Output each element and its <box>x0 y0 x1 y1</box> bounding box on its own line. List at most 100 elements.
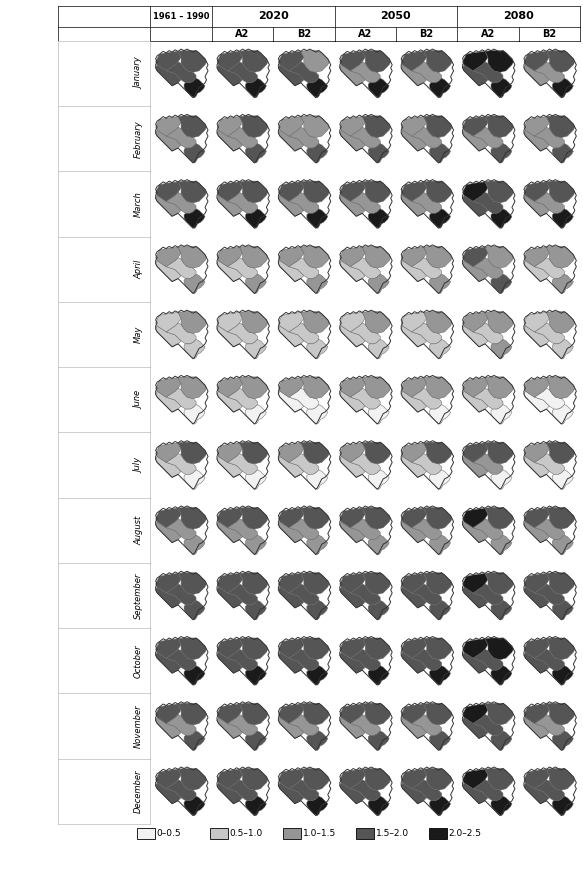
Polygon shape <box>362 312 391 333</box>
Polygon shape <box>156 508 181 528</box>
Bar <box>429 828 447 839</box>
Polygon shape <box>546 507 575 529</box>
Polygon shape <box>524 508 549 528</box>
Polygon shape <box>552 470 573 489</box>
Polygon shape <box>424 638 452 660</box>
Polygon shape <box>473 584 503 605</box>
Polygon shape <box>424 116 452 137</box>
Polygon shape <box>401 195 427 216</box>
Polygon shape <box>227 715 258 736</box>
Polygon shape <box>524 639 549 658</box>
Polygon shape <box>217 522 243 542</box>
Polygon shape <box>184 600 205 619</box>
Polygon shape <box>552 144 573 163</box>
Polygon shape <box>546 181 575 203</box>
Polygon shape <box>473 192 503 214</box>
Polygon shape <box>178 768 206 790</box>
Polygon shape <box>279 718 304 738</box>
Polygon shape <box>350 323 380 344</box>
Polygon shape <box>184 274 205 293</box>
Polygon shape <box>301 638 329 660</box>
Polygon shape <box>350 584 380 605</box>
Polygon shape <box>473 62 503 83</box>
Polygon shape <box>485 51 514 73</box>
Polygon shape <box>156 718 181 738</box>
Polygon shape <box>156 769 181 788</box>
Bar <box>136 828 155 839</box>
Polygon shape <box>217 391 243 412</box>
Polygon shape <box>485 768 514 790</box>
Polygon shape <box>156 587 181 608</box>
Polygon shape <box>412 649 441 670</box>
Text: February: February <box>134 120 143 158</box>
Polygon shape <box>473 715 503 736</box>
Text: B2: B2 <box>420 29 434 38</box>
Polygon shape <box>462 182 488 201</box>
Polygon shape <box>430 536 451 555</box>
Polygon shape <box>178 704 206 725</box>
Polygon shape <box>289 192 319 214</box>
Polygon shape <box>156 312 181 332</box>
Polygon shape <box>401 182 427 201</box>
Polygon shape <box>184 470 205 489</box>
Text: 2.0–2.5: 2.0–2.5 <box>448 830 482 838</box>
Polygon shape <box>289 453 319 474</box>
Polygon shape <box>340 652 365 673</box>
Polygon shape <box>156 130 181 151</box>
Polygon shape <box>217 116 243 136</box>
Polygon shape <box>546 638 575 660</box>
Polygon shape <box>368 209 389 228</box>
Polygon shape <box>184 78 205 98</box>
Polygon shape <box>350 453 380 474</box>
Polygon shape <box>340 312 365 332</box>
Polygon shape <box>166 715 196 736</box>
Polygon shape <box>546 768 575 790</box>
Polygon shape <box>217 508 243 528</box>
Polygon shape <box>535 519 564 540</box>
Polygon shape <box>524 587 549 608</box>
Polygon shape <box>279 443 304 462</box>
Polygon shape <box>368 470 389 489</box>
Polygon shape <box>178 116 206 137</box>
Polygon shape <box>430 274 451 293</box>
Polygon shape <box>307 796 328 816</box>
Polygon shape <box>279 573 304 593</box>
Polygon shape <box>301 507 329 529</box>
Polygon shape <box>491 796 512 816</box>
Polygon shape <box>227 127 258 148</box>
Polygon shape <box>424 704 452 725</box>
Polygon shape <box>217 378 243 397</box>
Polygon shape <box>524 52 549 71</box>
Text: 2050: 2050 <box>381 11 411 21</box>
Text: 0–0.5: 0–0.5 <box>156 830 181 838</box>
Polygon shape <box>368 536 389 555</box>
Text: September: September <box>134 572 143 619</box>
Polygon shape <box>166 519 196 540</box>
Polygon shape <box>240 181 268 203</box>
Polygon shape <box>535 127 564 148</box>
Polygon shape <box>462 52 488 71</box>
Text: November: November <box>134 704 143 748</box>
Polygon shape <box>462 769 488 788</box>
Polygon shape <box>491 404 512 424</box>
Polygon shape <box>473 388 503 410</box>
Polygon shape <box>524 326 549 346</box>
Polygon shape <box>156 443 181 462</box>
Polygon shape <box>227 453 258 474</box>
Polygon shape <box>401 247 427 267</box>
Polygon shape <box>491 731 512 751</box>
Polygon shape <box>535 192 564 214</box>
Polygon shape <box>166 388 196 410</box>
Polygon shape <box>368 600 389 619</box>
Polygon shape <box>362 181 391 203</box>
Polygon shape <box>552 600 573 619</box>
Polygon shape <box>462 326 488 346</box>
Polygon shape <box>491 209 512 228</box>
Polygon shape <box>240 768 268 790</box>
Polygon shape <box>340 378 365 397</box>
Polygon shape <box>178 181 206 203</box>
Text: 2020: 2020 <box>258 11 289 21</box>
Polygon shape <box>340 639 365 658</box>
Polygon shape <box>340 508 365 528</box>
Text: A2: A2 <box>481 29 495 38</box>
